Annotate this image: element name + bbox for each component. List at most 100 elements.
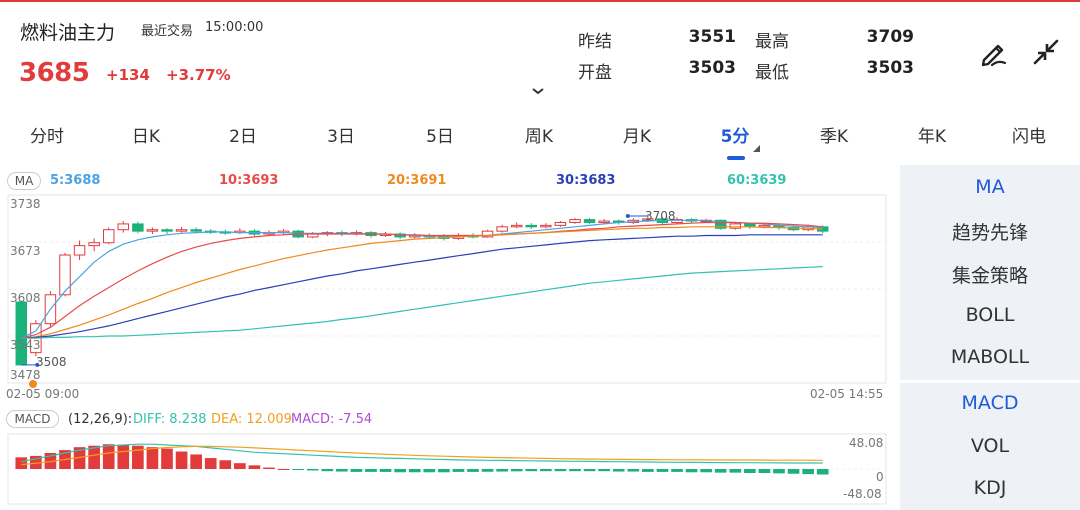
tab-3day[interactable]: 3日 — [327, 127, 355, 147]
top-accent-line — [0, 0, 1080, 2]
y-label-bottom: 3478 — [10, 368, 41, 382]
last-price: 3685 — [19, 58, 90, 88]
tab-2day[interactable]: 2日 — [229, 127, 257, 147]
tab-5min[interactable]: 5分 — [720, 127, 750, 147]
expand-chevron-icon[interactable] — [531, 86, 545, 96]
macd-bar — [30, 455, 42, 469]
candle-body — [146, 229, 159, 232]
sidebar-item-maboll[interactable]: MABOLL — [950, 346, 1030, 368]
contract-name: 燃料油主力 — [20, 22, 116, 44]
macd-bar — [423, 469, 436, 473]
y-label-mid: 3673 — [10, 244, 41, 258]
sidebar-item-macd[interactable]: MACD — [961, 392, 1019, 414]
main-indicator-panel — [900, 165, 1080, 380]
sidebar-item-boll[interactable]: BOLL — [965, 304, 1015, 326]
macd-bottom-label: -48.08 — [843, 487, 882, 501]
macd-bar — [598, 469, 610, 472]
tab-lightning[interactable]: 闪电 — [1012, 127, 1046, 147]
macd-group — [15, 443, 829, 475]
tab-daily-k[interactable]: 日K — [131, 127, 161, 147]
candlestick-chart[interactable] — [0, 190, 900, 510]
macd-bar — [234, 463, 246, 469]
period-dropdown-icon[interactable] — [753, 145, 760, 152]
macd-bar — [306, 469, 319, 471]
low-value: 3503 — [866, 58, 914, 78]
recent-trade-time: 15:00:00 — [205, 20, 264, 35]
candle-body — [758, 224, 771, 228]
macd-bar — [510, 469, 523, 472]
candle-body — [598, 220, 610, 223]
macd-bar — [277, 469, 290, 470]
tab-weekly-k[interactable]: 周K — [524, 127, 554, 147]
macd-dea: DEA: 12.009 — [211, 412, 292, 427]
candle-body — [481, 230, 494, 238]
candle-body — [583, 219, 596, 223]
sidebar-item-trend-pioneer[interactable]: 趋势先锋 — [951, 222, 1028, 244]
ma20-value: 20:3691 — [387, 173, 447, 188]
edit-pen-icon[interactable] — [978, 36, 1010, 68]
high-value: 3709 — [866, 27, 914, 47]
macd-bar — [714, 469, 727, 473]
macd-bar — [656, 469, 669, 472]
sidebar-item-kdj[interactable]: KDJ — [973, 477, 1007, 499]
ma5-line — [21, 219, 823, 339]
macd-bar — [263, 467, 275, 469]
candle-body — [175, 229, 188, 232]
tab-5day[interactable]: 5日 — [426, 127, 454, 147]
x-label-start: 02-05 09:00 — [6, 387, 80, 401]
sidebar-item-ma[interactable]: MA — [975, 176, 1005, 198]
ma-lines-group — [21, 219, 823, 339]
open-label: 开盘 — [578, 63, 612, 83]
sidebar-item-gold-strategy[interactable]: 集金策略 — [951, 265, 1028, 287]
macd-bar — [88, 445, 100, 469]
candle-body — [117, 223, 130, 231]
macd-bar — [525, 469, 538, 472]
macd-bar — [408, 469, 421, 473]
ma30-value: 30:3683 — [556, 173, 616, 188]
macd-bar — [175, 451, 188, 469]
macd-value: MACD: -7.54 — [291, 412, 373, 427]
candle-body — [73, 245, 86, 256]
candle-body — [554, 221, 567, 226]
extreme-marks-group — [21, 213, 648, 367]
recent-trade-label: 最近交易 — [141, 24, 194, 39]
macd-diff: DIFF: 8.238 — [133, 412, 207, 427]
period-tabs: 分时 日K 2日 3日 5日 周K 月K 5分 季K 年K 闪电 — [0, 122, 1080, 156]
macd-bar — [671, 469, 683, 472]
candle-body — [190, 229, 202, 232]
max-price-mark: 3708 — [645, 209, 676, 223]
ma-badge[interactable]: MA — [7, 172, 41, 190]
open-value: 3503 — [688, 58, 736, 78]
candle-body — [132, 223, 144, 232]
ma5-value: 5:3688 — [50, 173, 101, 188]
panel-separator — [900, 380, 1080, 383]
tab-monthly-k[interactable]: 月K — [622, 127, 652, 147]
sidebar-item-vol[interactable]: VOL — [970, 435, 1010, 457]
macd-bar — [729, 469, 742, 473]
tab-quarterly-k[interactable]: 季K — [819, 127, 849, 147]
candle-body — [729, 223, 742, 229]
tab-timeshare[interactable]: 分时 — [30, 127, 64, 147]
macd-bar — [569, 469, 581, 472]
macd-bar — [190, 454, 202, 469]
high-label: 最高 — [755, 32, 789, 52]
macd-bar — [496, 469, 508, 472]
macd-bar — [467, 469, 479, 472]
candle-body — [671, 219, 683, 223]
macd-bar — [44, 452, 57, 469]
macd-bar — [73, 447, 86, 469]
macd-bar — [758, 469, 771, 474]
min-mark-dot — [35, 362, 40, 367]
macd-badge[interactable]: MACD — [6, 410, 59, 428]
prev-settle-label: 昨结 — [578, 32, 612, 52]
macd-bar — [321, 469, 334, 472]
macd-zero-label: 0 — [876, 470, 884, 484]
collapse-arrows-icon[interactable] — [1030, 36, 1062, 68]
ma10-value: 10:3693 — [219, 173, 279, 188]
sub-indicator-panel — [900, 380, 1080, 510]
macd-bar — [773, 469, 785, 474]
macd-bar — [438, 469, 450, 473]
price-change: +134 — [106, 66, 150, 84]
candle-body — [59, 254, 71, 296]
tab-yearly-k[interactable]: 年K — [917, 127, 947, 147]
